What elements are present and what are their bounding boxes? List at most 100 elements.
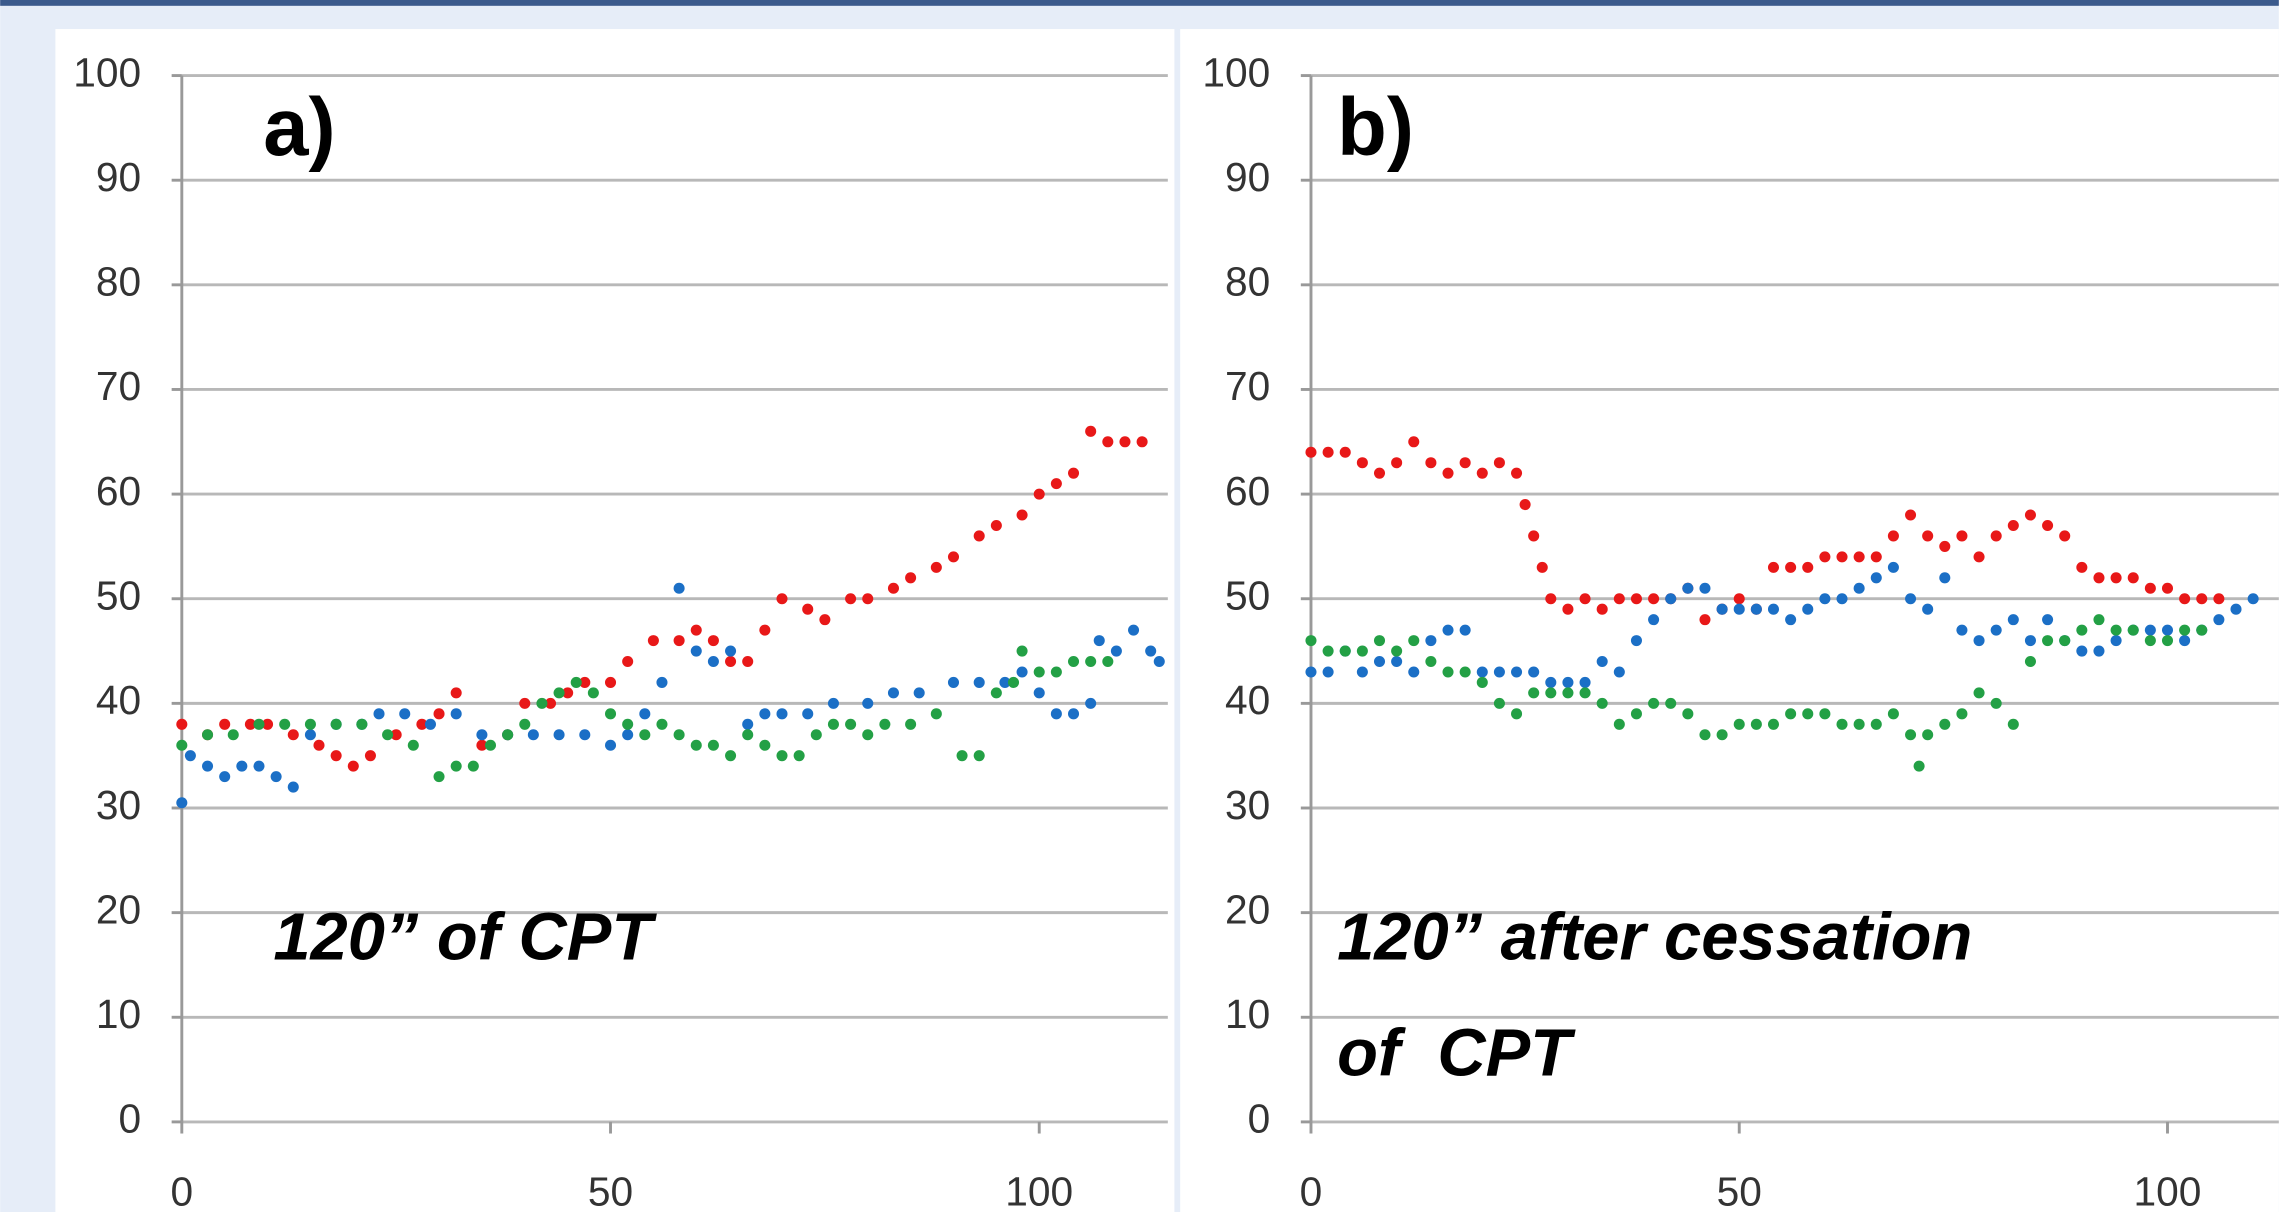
data-point [2007, 718, 2019, 730]
data-point [862, 729, 874, 741]
data-point [1699, 614, 1711, 626]
data-point [1750, 718, 1762, 730]
data-point [536, 697, 548, 709]
data-point [1648, 614, 1660, 626]
data-point [1305, 666, 1317, 678]
data-point [947, 676, 960, 688]
data-point [1767, 603, 1780, 615]
data-point [1905, 509, 1917, 521]
data-point [622, 729, 634, 741]
data-point [1682, 708, 1694, 720]
data-point [2059, 635, 2071, 647]
annotation: 120” after cessation [1337, 899, 1972, 974]
data-point [236, 760, 248, 772]
data-point [176, 718, 188, 730]
data-point [2213, 593, 2225, 605]
data-point [793, 750, 805, 762]
data-point [1956, 530, 1968, 542]
data-point [1630, 635, 1642, 647]
data-point [1339, 645, 1351, 657]
data-point [1093, 635, 1105, 647]
data-point [244, 718, 256, 730]
data-point [2196, 593, 2208, 605]
data-point [956, 750, 968, 762]
data-point [1068, 467, 1080, 479]
data-point [2093, 614, 2105, 626]
data-point [1802, 708, 1814, 720]
data-point [1493, 457, 1505, 469]
data-point [1887, 708, 1899, 720]
data-point [476, 739, 488, 751]
data-point [313, 739, 325, 751]
data-point [304, 729, 316, 741]
top-border [0, 0, 2279, 6]
data-point [1785, 708, 1797, 720]
data-point [2007, 519, 2019, 532]
data-point [1305, 635, 1317, 647]
panel-label: b) [1337, 82, 1414, 173]
data-point [707, 739, 719, 751]
data-point [304, 718, 316, 730]
data-point [1716, 729, 1728, 741]
data-point [2213, 614, 2225, 626]
data-point [879, 718, 891, 730]
x-tick-label: 0 [1300, 1168, 1323, 1212]
data-point [2144, 635, 2156, 647]
data-point [913, 687, 925, 699]
data-point [973, 676, 985, 688]
data-point [1110, 645, 1122, 657]
data-point [1648, 593, 1660, 605]
data-point [1990, 530, 2002, 542]
data-point [707, 655, 719, 668]
data-point [1545, 593, 1557, 605]
data-point [1128, 624, 1140, 636]
data-point [570, 676, 582, 688]
data-point [390, 729, 402, 741]
data-point [810, 729, 822, 741]
data-point [1613, 666, 1625, 678]
data-point [1836, 718, 1848, 730]
data-point [1528, 687, 1540, 699]
y-tick-label: 20 [1225, 886, 1270, 932]
data-point [1536, 561, 1548, 573]
data-point [990, 687, 1002, 699]
data-point [2110, 635, 2122, 647]
data-point [1990, 697, 2002, 709]
y-tick-label: 30 [96, 782, 141, 828]
data-point [622, 718, 634, 730]
data-point [553, 687, 565, 699]
x-tick-label: 50 [588, 1168, 633, 1212]
data-point [1528, 666, 1540, 678]
data-point [330, 718, 342, 730]
data-point [373, 708, 385, 720]
data-point [742, 729, 754, 741]
data-point [2042, 614, 2054, 626]
data-point [999, 676, 1011, 688]
data-point [1922, 530, 1934, 542]
data-point [742, 718, 754, 730]
data-point [1425, 635, 1437, 647]
data-point [2093, 645, 2105, 657]
data-point [1442, 467, 1454, 479]
data-point [2196, 624, 2208, 636]
annotation: 120” of CPT [273, 899, 657, 974]
y-tick-label: 70 [1225, 363, 1270, 409]
y-tick-label: 50 [1225, 572, 1270, 618]
data-point [227, 729, 239, 741]
data-point [1136, 436, 1148, 448]
data-point [2042, 635, 2054, 647]
data-point [845, 593, 857, 605]
data-point [1819, 593, 1831, 605]
data-point [450, 708, 462, 720]
data-point [2007, 614, 2019, 626]
data-point [202, 760, 214, 772]
data-point [253, 760, 265, 772]
data-point [2024, 509, 2036, 521]
data-point [1973, 551, 1985, 563]
data-point [1476, 467, 1488, 479]
data-point [930, 561, 942, 573]
data-point [1973, 635, 1985, 647]
data-point [1956, 708, 1968, 720]
data-point [639, 729, 651, 741]
